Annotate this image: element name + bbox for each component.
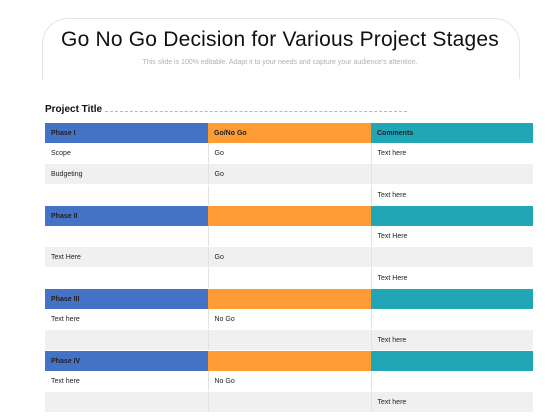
phase-header-cell[interactable]: Phase III xyxy=(45,288,208,309)
comment-cell[interactable]: Text here xyxy=(370,329,533,351)
comment-cell[interactable]: Text here xyxy=(370,184,533,206)
table-row: Text here xyxy=(45,329,533,351)
comment-cell[interactable] xyxy=(370,246,533,268)
phase-cell[interactable] xyxy=(45,267,208,289)
table-row: Text Here xyxy=(45,267,533,289)
comment-cell[interactable]: Text here xyxy=(370,391,533,413)
decision-cell[interactable] xyxy=(207,226,371,247)
go-no-go-header-cell[interactable] xyxy=(208,350,371,371)
table-row: Text here No Go xyxy=(45,371,533,392)
decision-cell[interactable]: No Go xyxy=(207,309,371,330)
table-row: Text Here xyxy=(45,226,533,247)
decision-cell[interactable] xyxy=(207,391,371,413)
decision-cell[interactable]: Go xyxy=(207,163,371,185)
page-subtitle: This slide is 100% editable. Adapt it to… xyxy=(142,59,418,66)
phase-header-row: Phase II xyxy=(45,205,533,226)
decision-cell[interactable]: Go xyxy=(207,246,371,268)
decision-cell[interactable]: No Go xyxy=(207,371,371,392)
phase-cell[interactable]: Budgeting xyxy=(45,163,208,185)
phase-header-row: Phase IV xyxy=(45,350,533,371)
phase-cell[interactable] xyxy=(45,329,208,351)
phase-cell[interactable]: Text Here xyxy=(45,246,208,268)
decision-cell[interactable]: Go xyxy=(207,143,371,164)
phase-cell[interactable] xyxy=(45,391,208,413)
page-title: Go No Go Decision for Various Project St… xyxy=(61,28,499,51)
table-row: Text here xyxy=(45,184,533,206)
table-row: Text here xyxy=(45,391,533,413)
comment-cell[interactable] xyxy=(370,163,533,185)
phase-cell[interactable] xyxy=(45,184,208,206)
comment-cell[interactable]: Text here xyxy=(370,143,533,164)
phase-header-row: Phase III xyxy=(45,288,533,309)
go-no-go-header-cell[interactable] xyxy=(208,205,371,226)
table-row: Budgeting Go xyxy=(45,163,533,185)
phase-cell[interactable]: Text here xyxy=(45,371,208,392)
phase-header-cell[interactable]: Phase I xyxy=(45,123,208,143)
comments-header-cell[interactable] xyxy=(371,205,533,226)
dashed-divider xyxy=(105,110,407,112)
go-no-go-header-cell[interactable]: Go/No Go xyxy=(208,123,371,143)
decision-cell[interactable] xyxy=(207,329,371,351)
decision-cell[interactable] xyxy=(207,267,371,289)
table-row: Text Here Go xyxy=(45,246,533,268)
phase-cell[interactable]: Scope xyxy=(45,143,208,164)
comments-header-cell[interactable]: Comments xyxy=(371,123,533,143)
go-no-go-header-cell[interactable] xyxy=(208,288,371,309)
phase-cell[interactable] xyxy=(45,226,208,247)
phase-header-cell[interactable]: Phase IV xyxy=(45,350,208,371)
comment-cell[interactable] xyxy=(370,371,533,392)
comment-cell[interactable]: Text Here xyxy=(370,267,533,289)
comment-cell[interactable] xyxy=(370,309,533,330)
title-frame xyxy=(42,18,520,79)
decision-cell[interactable] xyxy=(207,184,371,206)
phase-header-row: Phase I Go/No Go Comments xyxy=(45,123,533,143)
phase-header-cell[interactable]: Phase II xyxy=(45,205,208,226)
table-row: Text here No Go xyxy=(45,309,533,330)
project-title: Project Title xyxy=(45,103,103,115)
comment-cell[interactable]: Text Here xyxy=(370,226,533,247)
comments-header-cell[interactable] xyxy=(371,288,533,309)
stages-table: Phase I Go/No Go Comments Scope Go Text … xyxy=(45,123,533,413)
comments-header-cell[interactable] xyxy=(371,350,533,371)
table-row: Scope Go Text here xyxy=(45,143,533,164)
phase-cell[interactable]: Text here xyxy=(45,309,208,330)
project-title-row: Project Title xyxy=(45,102,407,116)
